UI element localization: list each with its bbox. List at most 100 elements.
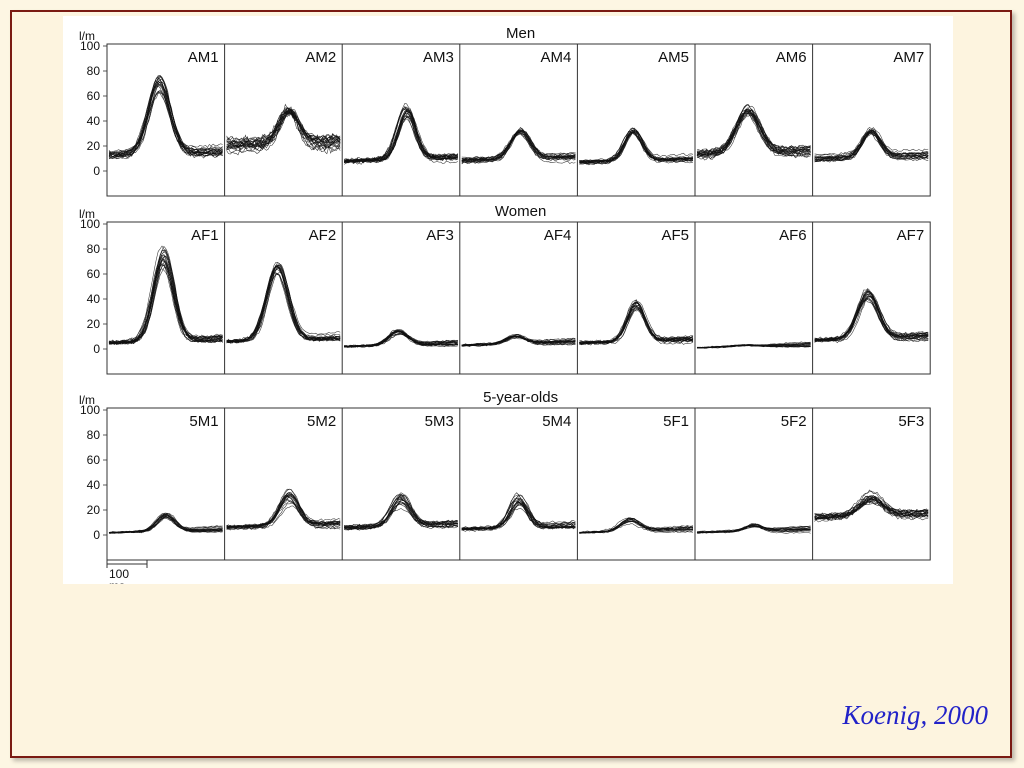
series-trace (814, 130, 929, 158)
series-trace (108, 75, 223, 158)
series-trace (814, 489, 929, 517)
y-tick-label: 80 (87, 64, 101, 78)
series-trace (226, 107, 341, 143)
panel-AF1: AF1 (108, 227, 223, 346)
series-trace (696, 109, 811, 157)
series-trace (814, 131, 929, 156)
series-trace (344, 108, 458, 162)
series-trace (461, 335, 576, 347)
panel-label: 5F3 (898, 413, 924, 430)
series-trace (579, 130, 694, 162)
panel-AM5: AM5 (576, 44, 694, 196)
series-trace (108, 256, 223, 343)
series-trace (108, 258, 223, 345)
series-trace (579, 127, 694, 162)
panel-AM4: AM4 (459, 44, 576, 196)
series-trace (226, 496, 341, 527)
series-trace (344, 496, 458, 528)
row-title: Men (506, 25, 535, 42)
series-trace (108, 75, 223, 157)
panel-5F3: 5F3 (812, 408, 929, 560)
panel-AM2: AM2 (224, 44, 341, 196)
series-trace (226, 491, 341, 529)
series-trace (108, 257, 223, 345)
panel-5F1: 5F1 (576, 408, 694, 560)
airflow-figure: Men l/m 0 20 40 60 80 100 AM1 AM2 AM3 AM4 AM5 AM6 AM7 W… (79, 25, 931, 593)
series-trace (108, 92, 223, 153)
series-trace (226, 271, 341, 344)
y-tick-label: 100 (80, 217, 100, 231)
series-trace (226, 110, 341, 152)
series-trace (226, 271, 341, 343)
panel-label: AM6 (776, 49, 807, 66)
citation: Koenig, 2000 (842, 700, 989, 730)
series-trace (579, 131, 694, 163)
series-trace (226, 109, 341, 148)
y-unit-label: l/m (79, 29, 95, 43)
y-tick-label: 60 (87, 89, 101, 103)
series-trace (344, 330, 458, 348)
series-trace (814, 129, 929, 161)
series-trace (814, 292, 929, 342)
y-tick-label: 20 (87, 317, 101, 331)
series-trace (108, 258, 223, 345)
series-trace (696, 104, 811, 156)
series-trace (226, 103, 341, 146)
y-tick-label: 20 (87, 503, 101, 517)
series-trace (108, 264, 223, 345)
series-trace (109, 75, 223, 158)
row-title: 5-year-olds (483, 389, 558, 406)
series-trace (579, 306, 694, 345)
series-trace (696, 104, 811, 154)
panel-label: AF7 (897, 227, 925, 244)
panel-label: AF4 (544, 227, 572, 244)
panel-AF5: AF5 (576, 222, 694, 374)
series-trace (344, 330, 458, 347)
y-tick-label: 80 (87, 428, 101, 442)
series-trace (697, 344, 811, 349)
series-trace (344, 494, 458, 530)
panel-AF4: AF4 (459, 222, 576, 374)
panel-label: 5M1 (189, 413, 218, 430)
series-trace (579, 302, 694, 345)
series-trace (579, 306, 694, 344)
series-trace (344, 333, 458, 347)
panel-AM6: AM6 (694, 44, 811, 196)
series-trace (461, 129, 576, 163)
panel-AF3: AF3 (341, 222, 458, 374)
panel-label: 5M2 (307, 413, 336, 430)
series-trace (344, 117, 458, 164)
panel-AF7: AF7 (812, 222, 929, 374)
series-trace (226, 266, 341, 342)
y-tick-label: 60 (87, 267, 101, 281)
series-trace (108, 268, 223, 345)
series-trace (108, 81, 223, 155)
series-trace (579, 303, 694, 343)
panel-label: 5M3 (425, 413, 454, 430)
series-trace (108, 263, 223, 346)
series-trace (461, 494, 576, 531)
series-trace (814, 291, 929, 339)
series-trace (108, 265, 223, 344)
series-trace (344, 109, 458, 162)
series-trace (344, 508, 458, 528)
scale-bar-value: 100 (109, 567, 129, 581)
panel-AM3: AM3 (341, 44, 459, 196)
series-trace (226, 106, 341, 149)
series-trace (461, 501, 576, 531)
series-trace (461, 494, 576, 531)
series-trace (344, 108, 458, 165)
series-trace (108, 77, 223, 160)
y-tick-label: 0 (93, 528, 100, 542)
series-trace (579, 302, 693, 343)
series-trace (226, 492, 341, 531)
series-trace (226, 274, 341, 343)
panel-label: AM4 (541, 49, 572, 66)
series-trace (344, 106, 458, 162)
scale-bar: 100ms (106, 560, 148, 593)
series-trace (461, 130, 576, 160)
series-trace (814, 131, 929, 161)
y-unit-label: l/m (79, 393, 95, 407)
panel-AM1: AM1 (108, 49, 223, 160)
series-trace (344, 109, 458, 163)
